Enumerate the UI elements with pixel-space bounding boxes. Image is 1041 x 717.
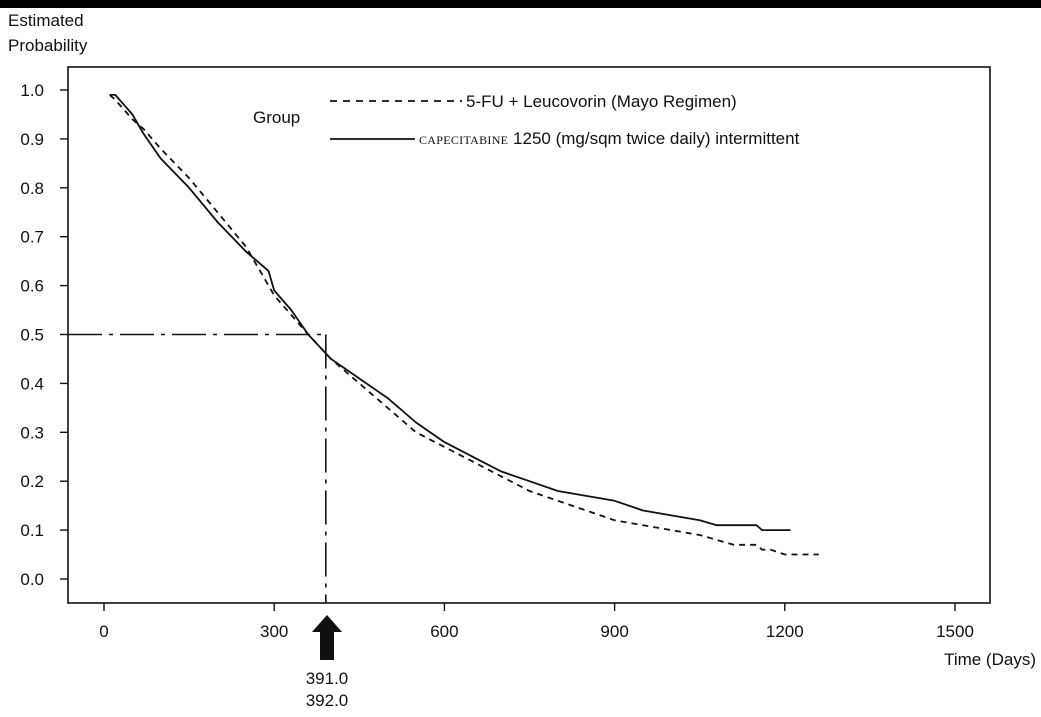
y-axis-title-line1: Estimated	[8, 11, 84, 30]
y-tick-label: 0.3	[20, 423, 44, 442]
x-axis-ticks: 0 300 600 900 1200 1500	[99, 603, 974, 641]
y-tick-label: 0.9	[20, 130, 44, 149]
x-tick-label: 600	[430, 622, 458, 641]
x-tick-label: 300	[260, 622, 288, 641]
series-line-5fu-leucovorin	[109, 94, 819, 556]
legend-label-solid: CAPECITABINE 1250 (mg/sqm twice daily) i…	[419, 129, 800, 148]
median-reference-lines	[68, 333, 327, 603]
y-tick-label: 0.4	[20, 374, 44, 393]
legend-label-dashed: 5-FU + Leucovorin (Mayo Regimen)	[466, 92, 737, 111]
series-line-capecitabine	[109, 94, 791, 531]
y-tick-label: 0.1	[20, 521, 44, 540]
y-tick-label: 0.8	[20, 179, 44, 198]
legend: Group 5-FU + Leucovorin (Mayo Regimen) C…	[253, 92, 800, 148]
top-border-bar	[0, 0, 1041, 8]
y-axis-title-line2: Probability	[8, 36, 88, 55]
legend-label-solid-dose: 1250 (mg/sqm twice daily) intermittent	[508, 129, 799, 148]
y-axis-ticks: 0.0 0.1 0.2 0.3 0.4 0.5 0.6 0.7 0.8 0.9 1.0	[20, 81, 68, 589]
median-label-capecitabine: 391.0	[306, 669, 349, 688]
series-group	[109, 94, 819, 556]
x-tick-label: 1500	[936, 622, 974, 641]
legend-label-solid-drug: CAPECITABINE	[419, 133, 508, 147]
median-arrow	[312, 615, 342, 660]
x-tick-label: 900	[600, 622, 628, 641]
x-tick-label: 1200	[766, 622, 804, 641]
y-tick-label: 0.5	[20, 326, 44, 345]
y-tick-label: 0.7	[20, 228, 44, 247]
median-label-5fu: 392.0	[306, 691, 349, 710]
y-tick-label: 1.0	[20, 81, 44, 100]
y-tick-label: 0.6	[20, 277, 44, 296]
x-axis-title: Time (Days)	[944, 650, 1036, 669]
legend-title: Group	[253, 108, 300, 127]
y-tick-label: 0.2	[20, 472, 44, 491]
y-tick-label: 0.0	[20, 570, 44, 589]
x-tick-label: 0	[99, 622, 108, 641]
